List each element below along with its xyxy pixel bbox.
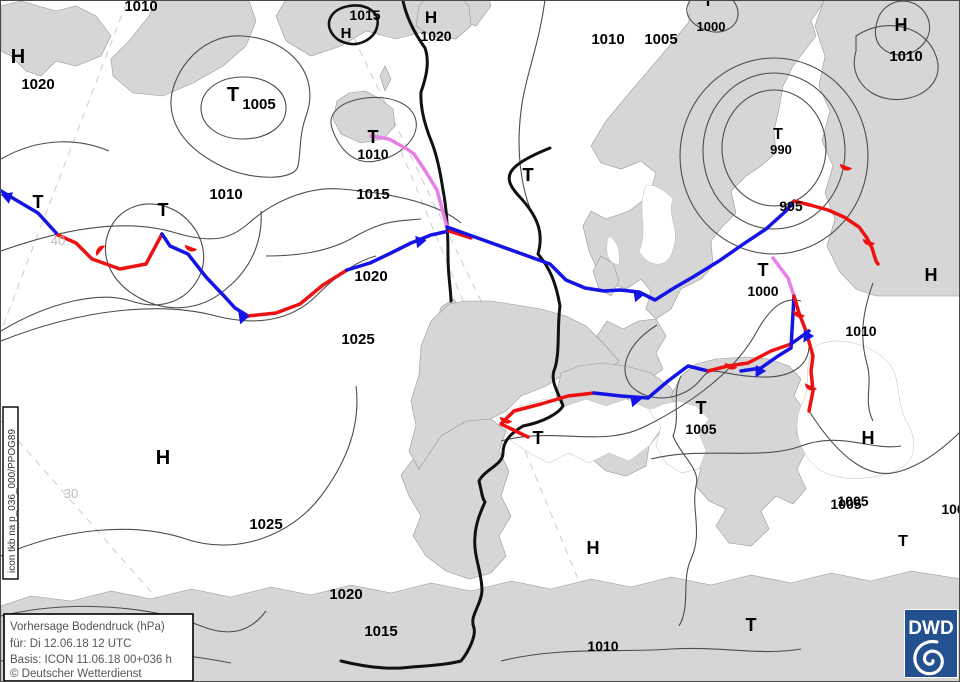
svg-text:H: H (895, 15, 908, 35)
svg-text:1010: 1010 (587, 638, 618, 654)
svg-text:H: H (587, 538, 600, 558)
svg-text:H: H (425, 8, 437, 27)
svg-text:H: H (156, 447, 170, 469)
svg-text:1010: 1010 (591, 31, 624, 48)
svg-text:1010: 1010 (889, 48, 922, 65)
svg-text:T: T (158, 200, 169, 220)
svg-text:H: H (11, 46, 25, 68)
svg-text:T: T (33, 192, 44, 212)
svg-text:990: 990 (770, 142, 792, 157)
svg-text:1015: 1015 (349, 7, 380, 23)
svg-text:© Deutscher Wetterdienst: © Deutscher Wetterdienst (10, 668, 142, 680)
svg-text:995: 995 (779, 198, 803, 214)
svg-text:T: T (533, 428, 544, 448)
svg-text:T: T (746, 615, 757, 635)
svg-text:1010: 1010 (209, 186, 242, 203)
svg-text:1025: 1025 (341, 331, 374, 348)
svg-text:1010: 1010 (357, 146, 388, 162)
svg-text:T: T (898, 533, 908, 550)
svg-text:1015: 1015 (364, 623, 397, 640)
svg-text:1000: 1000 (697, 19, 726, 34)
svg-text:T: T (703, 1, 713, 10)
svg-text:T: T (758, 260, 769, 280)
svg-text:Basis: ICON 11.06.18 00+036 h: Basis: ICON 11.06.18 00+036 h (10, 654, 172, 666)
svg-text:T: T (523, 165, 534, 185)
svg-text:1000: 1000 (747, 283, 778, 299)
svg-text:für: Di 12.06.18 12 UTC: für: Di 12.06.18 12 UTC (10, 638, 131, 650)
svg-text:DWD: DWD (908, 618, 953, 639)
svg-text:1005: 1005 (830, 496, 861, 512)
svg-text:H: H (862, 428, 875, 448)
svg-text:40: 40 (51, 233, 65, 248)
svg-text:H: H (341, 25, 352, 42)
svg-text:Vorhersage Bodendruck (hPa): Vorhersage Bodendruck (hPa) (10, 621, 165, 633)
svg-text:1020: 1020 (329, 586, 362, 603)
svg-text:30: 30 (64, 486, 78, 501)
svg-text:1005: 1005 (685, 421, 716, 437)
svg-text:1015: 1015 (356, 186, 389, 203)
svg-text:1020: 1020 (420, 28, 451, 44)
svg-text:1010: 1010 (845, 323, 876, 339)
svg-text:T: T (368, 127, 379, 147)
svg-text:T: T (773, 126, 783, 143)
svg-text:1025: 1025 (249, 516, 282, 533)
svg-text:T: T (227, 84, 239, 106)
svg-text:1005: 1005 (644, 31, 677, 48)
svg-text:1020: 1020 (21, 76, 54, 93)
svg-text:1010: 1010 (124, 1, 157, 15)
svg-text:1005: 1005 (242, 96, 275, 113)
svg-text:100: 100 (941, 501, 960, 517)
svg-text:H: H (925, 265, 938, 285)
svg-text:T: T (696, 398, 707, 418)
svg-text:1020: 1020 (354, 268, 387, 285)
svg-text:icon tkb na p_036_000/PPOG89: icon tkb na p_036_000/PPOG89 (7, 429, 18, 573)
